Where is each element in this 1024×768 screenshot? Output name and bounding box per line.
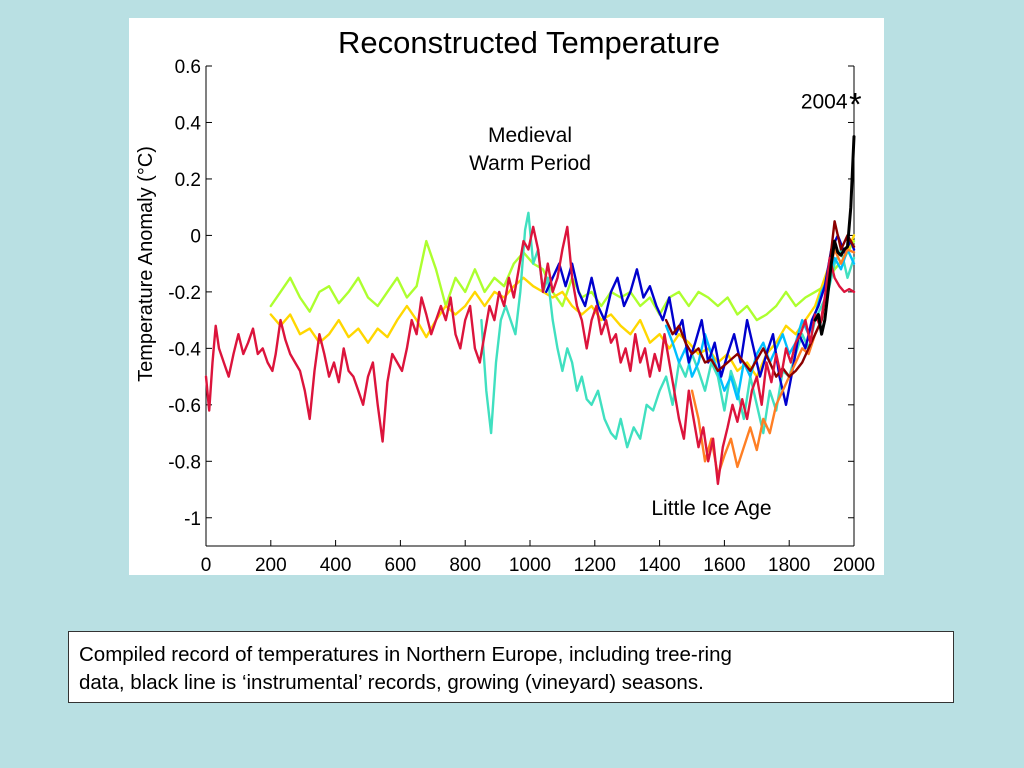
x-tick-label: 200	[255, 555, 287, 575]
x-tick-label: 1200	[574, 555, 616, 575]
y-tick-label: 0.6	[175, 57, 201, 78]
chart-title: Reconstructed Temperature	[338, 25, 720, 60]
y-tick-label: -0.4	[168, 339, 201, 360]
y-tick-label: 0	[190, 226, 201, 247]
y-tick-label: 0.2	[175, 170, 201, 191]
series-line-9	[813, 135, 856, 336]
annotation-label: 2004	[801, 90, 848, 113]
marker-asterisk: *	[849, 86, 861, 122]
y-tick-label: 0.4	[175, 113, 202, 134]
x-tick-label: 1600	[703, 555, 745, 575]
series-line-1	[269, 239, 856, 322]
caption-box: Compiled record of temperatures in North…	[68, 631, 954, 703]
series-line-5	[545, 234, 856, 406]
x-tick-label: 1800	[768, 555, 810, 575]
annotation-label: Little Ice Age	[651, 497, 771, 520]
annotation-label: Medieval	[488, 124, 572, 147]
x-tick-label: 400	[320, 555, 352, 575]
chart-panel: Reconstructed Temperature Temperature An…	[129, 18, 884, 575]
x-tick-label: 0	[201, 555, 212, 575]
x-tick-label: 800	[449, 555, 481, 575]
y-tick-label: -0.6	[168, 396, 201, 417]
caption-line-1: Compiled record of temperatures in North…	[79, 643, 732, 666]
y-axis-label: Temperature Anomaly (°C)	[135, 146, 157, 382]
x-tick-label: 1400	[638, 555, 680, 575]
annotation-label: Warm Period	[469, 152, 591, 175]
temperature-chart: Reconstructed Temperature Temperature An…	[135, 25, 875, 575]
caption-line-2: data, black line is ‘instrumental’ recor…	[79, 671, 704, 694]
x-tick-label: 600	[385, 555, 417, 575]
plot-area: 0.6 0.4 0.2 0 -0.2 -0.4 -0.6 -0.8 -1 0 200 400 600 80…	[168, 57, 875, 575]
y-tick-label: -0.2	[168, 283, 201, 304]
x-tick-label: 1000	[509, 555, 551, 575]
x-tick-label: 2000	[833, 555, 875, 575]
series-line-8	[204, 225, 856, 486]
y-tick-label: -1	[184, 509, 201, 530]
y-tick-label: -0.8	[168, 452, 201, 473]
